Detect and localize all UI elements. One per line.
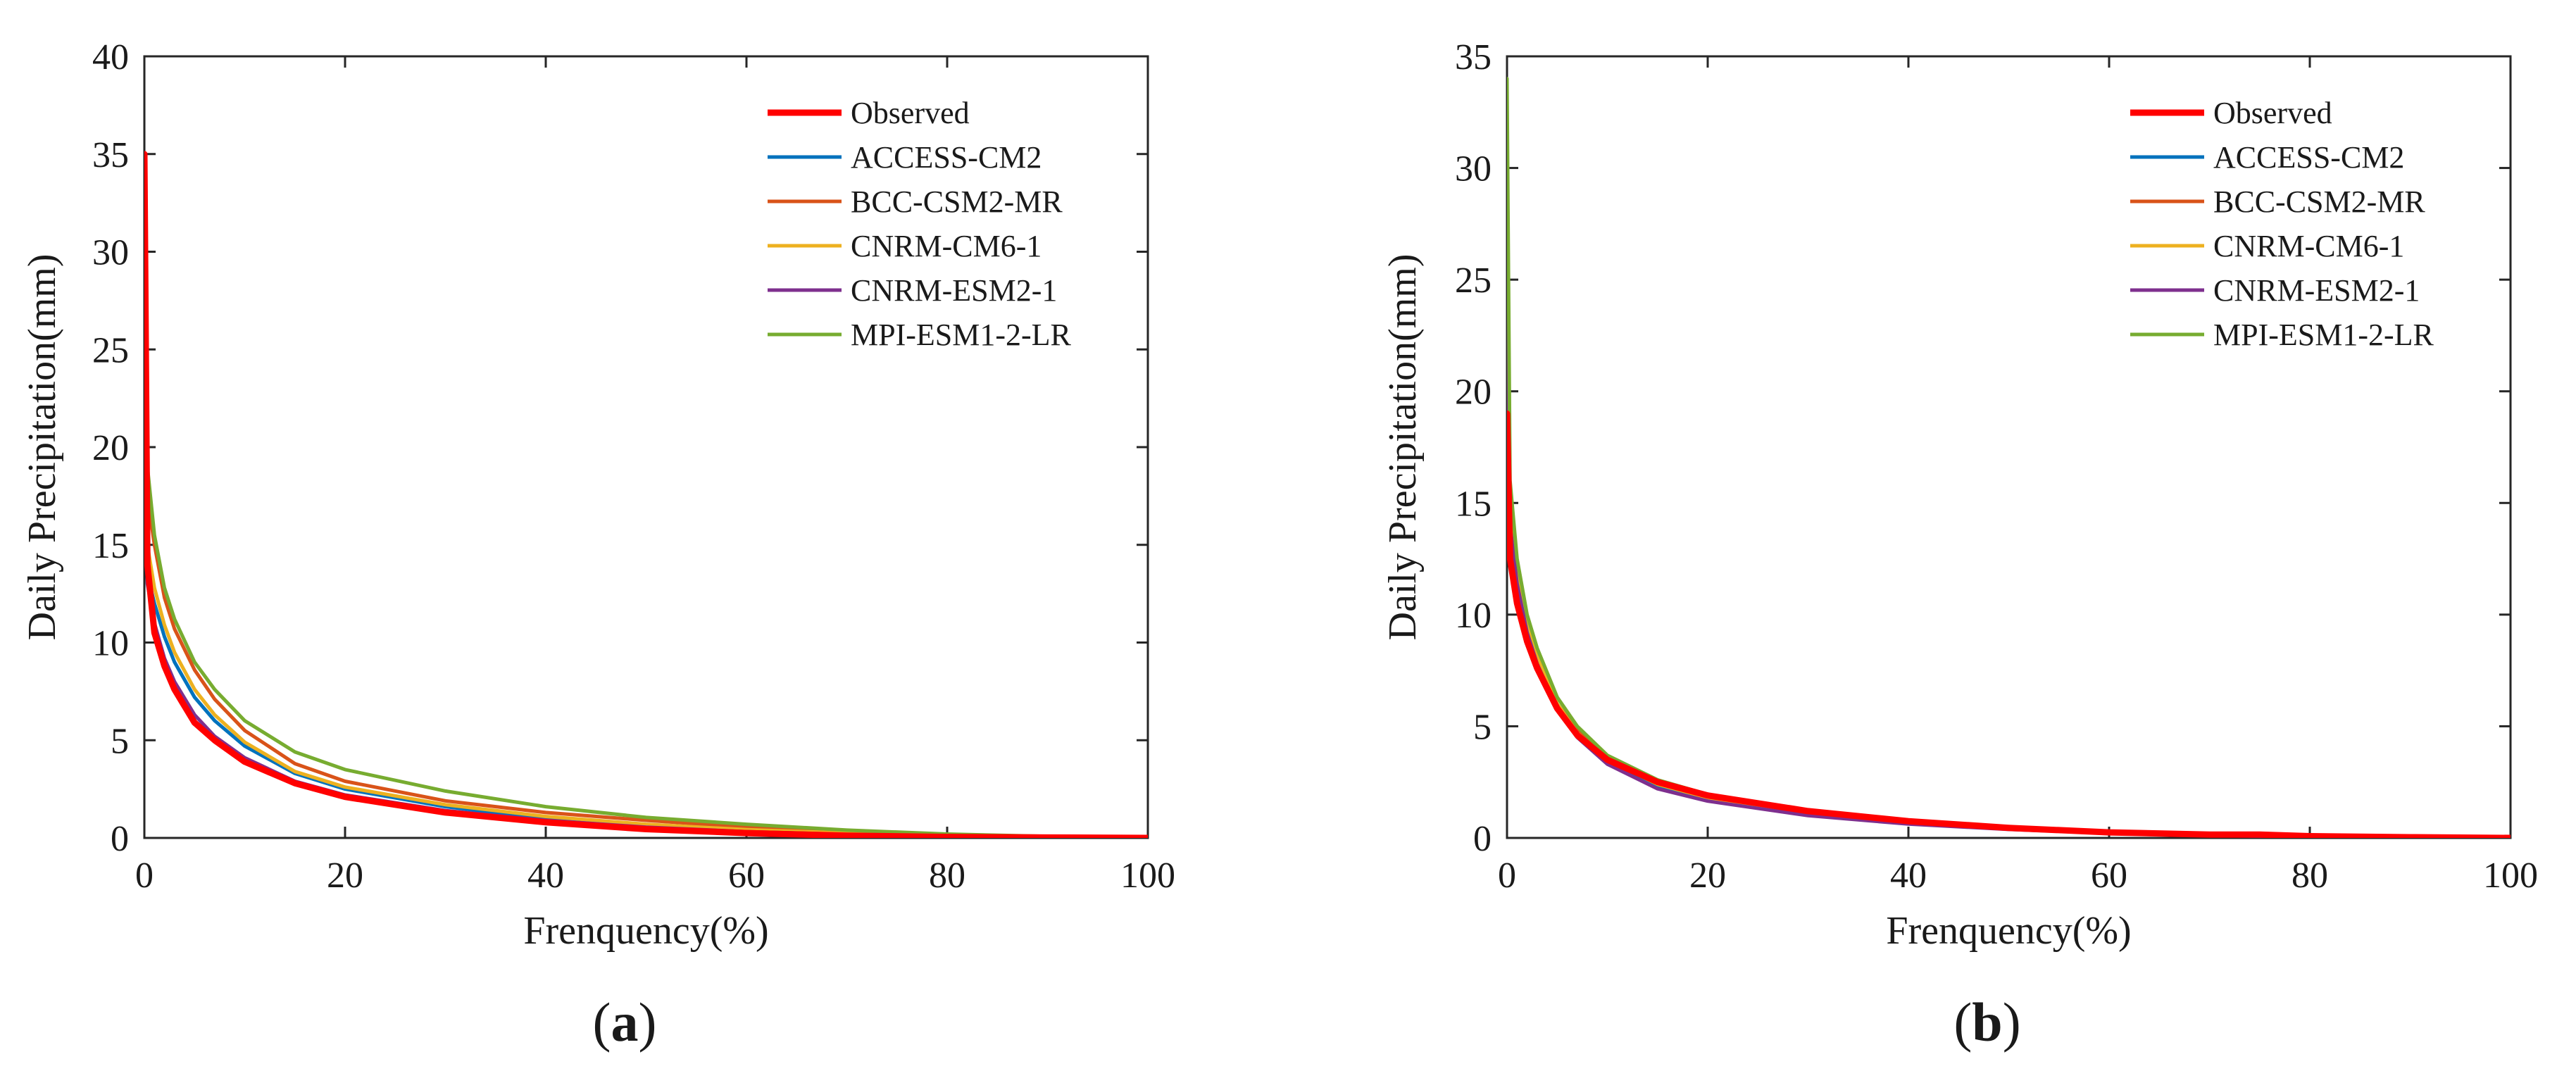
panel-b-y-axis-label: Daily Precipitation(mm) — [1381, 254, 1425, 641]
panel-b-series-observed — [1507, 410, 2511, 838]
panel-a-x-tick-label: 40 — [527, 856, 564, 896]
panel-a-y-tick-label: 40 — [92, 37, 129, 77]
panel-a-x-tick-label: 80 — [929, 856, 965, 896]
panel-b-legend-label-cnrm-esm2-1: CNRM-ESM2-1 — [2213, 273, 2420, 308]
panel-b-x-tick-label: 60 — [2091, 856, 2127, 896]
panel-a-x-tick-label: 100 — [1120, 856, 1175, 896]
panel-a-x-tick-label: 0 — [135, 856, 154, 896]
panel-a-x-axis-label: Frenquency(%) — [523, 909, 768, 953]
panel-b-legend-label-mpi-esm1-2-lr: MPI-ESM1-2-LR — [2213, 318, 2434, 352]
panel-a-legend-label-bcc-csm2-mr: BCC-CSM2-MR — [851, 184, 1063, 219]
panel-a-x-tick-label: 60 — [728, 856, 765, 896]
panel-a-y-tick-label: 20 — [92, 428, 129, 468]
panel-b-chart: 0 20 40 60 80 100 0 5 10 15 20 25 30 35 Frenquency(%) D… — [1381, 37, 2538, 1053]
panel-b-panel-label-open: ( — [1953, 991, 1972, 1053]
panel-b-y-tick-label: 20 — [1455, 372, 1492, 413]
panel-a-panel-label: (a) — [593, 991, 657, 1053]
panel-b-legend-label-cnrm-cm6-1: CNRM-CM6-1 — [2213, 229, 2404, 263]
panel-b-y-tick-label: 15 — [1455, 484, 1492, 524]
panel-a-legend-label-cnrm-esm2-1: CNRM-ESM2-1 — [851, 273, 1057, 308]
panel-a-panel-label-letter: a — [611, 991, 639, 1053]
panel-a-chart: 0 20 40 60 80 100 0 5 10 15 20 25 30 35 40 Frenquency(%… — [20, 37, 1175, 1053]
panel-b-y-tick-label: 10 — [1455, 596, 1492, 636]
panel-b-y-tick-label: 35 — [1455, 37, 1492, 77]
panel-b-x-tick-label: 0 — [1498, 856, 1516, 896]
panel-b-y-tick-label: 30 — [1455, 149, 1492, 189]
panel-b-legend-label-access-cm2: ACCESS-CM2 — [2213, 140, 2404, 175]
panel-b-y-tick-label: 0 — [1473, 819, 1492, 859]
panel-a-y-tick-label: 25 — [92, 330, 129, 370]
panel-b-x-tick-label: 20 — [1689, 856, 1726, 896]
panel-a-y-axis-label: Daily Precipitation(mm) — [20, 254, 64, 641]
panel-a-series-mpi-esm1-2-lr — [144, 250, 1148, 838]
panel-a-legend-label-access-cm2: ACCESS-CM2 — [851, 140, 1042, 175]
panel-a-legend-label-observed: Observed — [851, 96, 970, 130]
panel-a-y-tick-label: 5 — [111, 721, 129, 761]
panel-a-y-tick-label: 15 — [92, 526, 129, 566]
panel-a-x-tick-label: 20 — [327, 856, 363, 896]
panel-b-x-axis-label: Frenquency(%) — [1886, 909, 2131, 953]
panel-a-y-tick-label: 35 — [92, 135, 129, 175]
panel-a-legend-label-cnrm-cm6-1: CNRM-CM6-1 — [851, 229, 1042, 263]
panel-b-panel-label-close: ) — [2003, 991, 2021, 1053]
panel-b-x-tick-label: 40 — [1890, 856, 1927, 896]
panel-a-y-tick-label: 0 — [111, 819, 129, 859]
panel-b-legend-label-observed: Observed — [2213, 96, 2332, 130]
panel-b-x-tick-label: 80 — [2291, 856, 2328, 896]
panel-a-series-access-cm2 — [144, 523, 1148, 838]
panel-b-panel-label: (b) — [1953, 991, 2020, 1053]
panel-b-x-tick-label: 100 — [2483, 856, 2538, 896]
panel-a-series-observed — [144, 151, 1148, 838]
panel-b-series-access-cm2 — [1507, 300, 2511, 838]
panel-b-legend-label-bcc-csm2-mr: BCC-CSM2-MR — [2213, 184, 2425, 219]
panel-b-series-cnrm-esm2-1 — [1507, 277, 2511, 838]
panel-a-panel-label-open: ( — [593, 991, 611, 1053]
panel-a-y-tick-label: 30 — [92, 233, 129, 273]
panel-a-legend-label-mpi-esm1-2-lr: MPI-ESM1-2-LR — [851, 318, 1072, 352]
panel-b-series-bcc-csm2-mr — [1507, 344, 2511, 838]
panel-a-y-tick-label: 10 — [92, 624, 129, 664]
panel-b-y-tick-label: 5 — [1473, 707, 1492, 747]
panel-b-panel-label-letter: b — [1972, 991, 2002, 1053]
panel-a-panel-label-close: ) — [639, 991, 657, 1053]
panel-b-y-tick-label: 25 — [1455, 261, 1492, 301]
